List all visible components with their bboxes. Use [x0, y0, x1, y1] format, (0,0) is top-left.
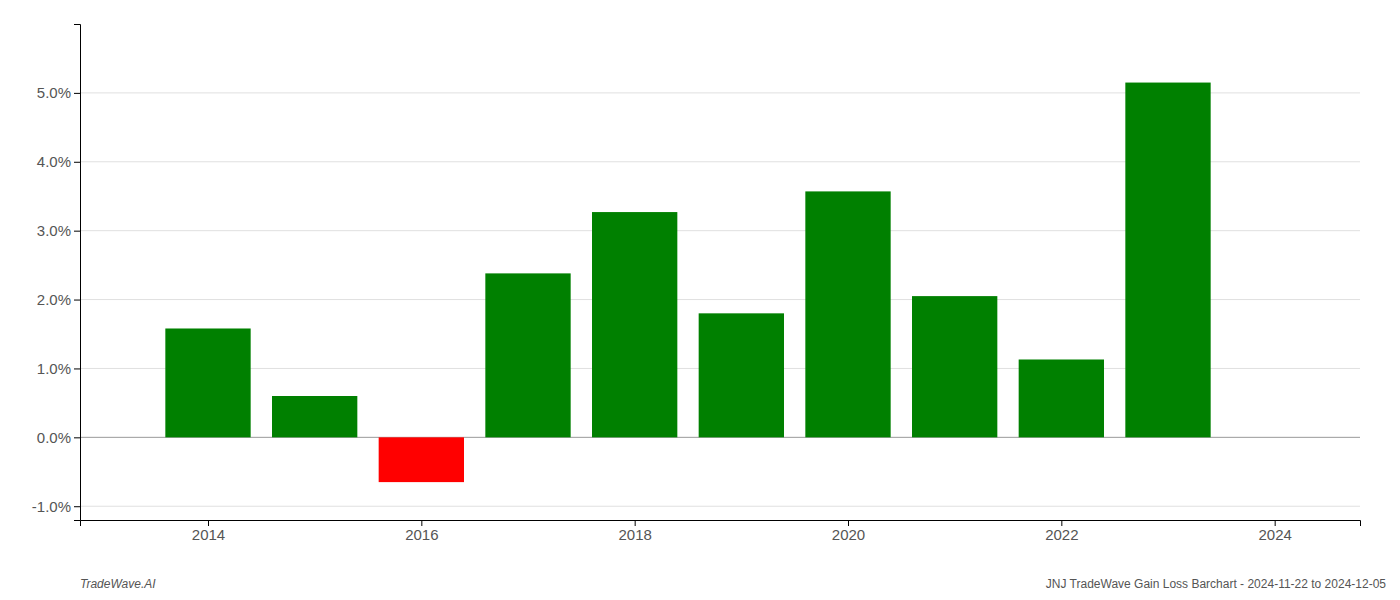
y-tick-label: -1.0% [32, 498, 71, 515]
x-tick: 2022 [1045, 520, 1078, 543]
plot: 2014 2016 2018 2020 2022 2024 -1.0% 0.0% 1.0% 2.0… [32, 25, 1361, 543]
x-tick-label: 2020 [832, 526, 865, 543]
y-tick-mark [74, 368, 80, 369]
x-tick: 2020 [832, 520, 865, 543]
bar [1019, 359, 1104, 437]
x-tick: 2016 [405, 520, 438, 543]
footnote: TradeWave.AI [80, 577, 156, 591]
x-tick-label: 2018 [618, 526, 651, 543]
chart: 2014 2016 2018 2020 2022 2024 -1.0% 0.0% 1.0% 2.0… [0, 0, 1400, 600]
y-tick: 2.0% [37, 291, 80, 308]
bar [912, 296, 997, 437]
y-tick-label: 2.0% [37, 291, 71, 308]
bar [1125, 83, 1210, 438]
y-tick: -1.0% [32, 498, 80, 515]
x-tick-label: 2024 [1258, 526, 1291, 543]
y-tick: 5.0% [37, 84, 80, 101]
bars [165, 83, 1210, 483]
y-tick-mark [74, 300, 80, 301]
y-tick-mark [74, 162, 80, 163]
x-tick-label: 2022 [1045, 526, 1078, 543]
y-tick: 4.0% [37, 153, 80, 170]
y-tick: 0.0% [37, 429, 80, 446]
footnote: JNJ TradeWave Gain Loss Barchart - 2024-… [1046, 577, 1387, 591]
y-tick: 3.0% [37, 222, 80, 239]
y-axis-line [74, 25, 81, 521]
bar [272, 396, 357, 437]
bar [165, 328, 250, 437]
y-tick-label: 0.0% [37, 429, 71, 446]
bar [592, 212, 677, 437]
x-tick: 2018 [618, 520, 651, 543]
y-tick-mark [74, 506, 80, 507]
y-tick: 1.0% [37, 360, 80, 377]
bar [379, 437, 464, 482]
y-axis: -1.0% 0.0% 1.0% 2.0% 3.0% 4.0% 5.0% [32, 25, 81, 521]
x-axis: 2014 2016 2018 2020 2022 2024 [81, 520, 1361, 543]
bar [485, 273, 570, 437]
y-tick-label: 3.0% [37, 222, 71, 239]
y-tick-label: 4.0% [37, 153, 71, 170]
x-tick: 2014 [192, 520, 225, 543]
y-tick-mark [74, 231, 80, 232]
x-tick-label: 2014 [192, 526, 225, 543]
bar [805, 191, 890, 437]
bar [699, 313, 784, 437]
y-tick-label: 5.0% [37, 84, 71, 101]
y-tick-mark [74, 437, 80, 438]
x-tick: 2024 [1258, 520, 1291, 543]
x-axis-line [81, 521, 1361, 527]
y-tick-mark [74, 93, 80, 94]
grid-line [80, 506, 1360, 507]
x-tick-label: 2016 [405, 526, 438, 543]
y-tick-label: 1.0% [37, 360, 71, 377]
